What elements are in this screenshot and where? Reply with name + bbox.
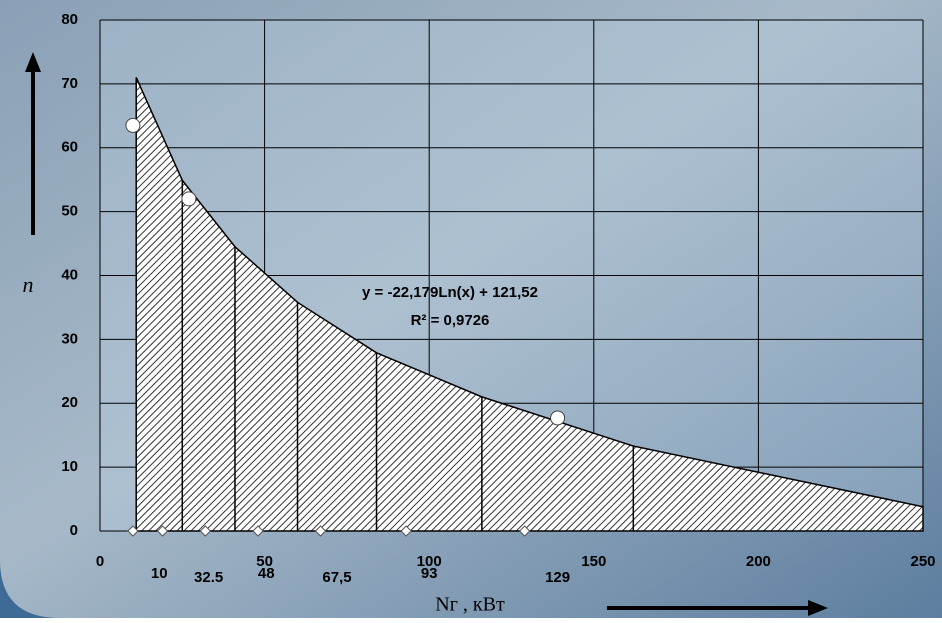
interval-label: 129	[545, 569, 570, 586]
interval-label: 10	[151, 565, 168, 582]
chart: n Nг , кВт 01020304050607080050100150200…	[0, 0, 942, 618]
x-axis-label: Nг , кВт	[435, 594, 505, 616]
x-tick-label: 150	[581, 553, 606, 570]
x-tick-label: 250	[910, 553, 935, 570]
interval-label: 32.5	[194, 569, 223, 586]
interval-label: 67,5	[322, 569, 351, 586]
y-axis-label: n	[23, 272, 34, 297]
interval-label: 48	[258, 565, 275, 582]
y-tick-label: 20	[61, 394, 78, 411]
data-point	[182, 192, 196, 206]
data-point	[126, 118, 140, 132]
x-tick-label: 200	[746, 553, 771, 570]
interval-label: 93	[421, 565, 438, 582]
r-squared: R² = 0,9726	[411, 312, 490, 329]
y-tick-label: 30	[61, 330, 78, 347]
equation: y = -22,179Ln(x) + 121,52	[362, 284, 538, 301]
y-tick-label: 10	[61, 458, 78, 475]
y-tick-label: 40	[61, 266, 78, 283]
y-tick-label: 80	[61, 11, 78, 28]
y-tick-label: 70	[61, 75, 78, 92]
data-point	[551, 411, 565, 425]
y-tick-label: 0	[70, 522, 78, 539]
y-tick-label: 60	[61, 139, 78, 156]
x-tick-label: 0	[96, 553, 104, 570]
y-tick-label: 50	[61, 203, 78, 220]
